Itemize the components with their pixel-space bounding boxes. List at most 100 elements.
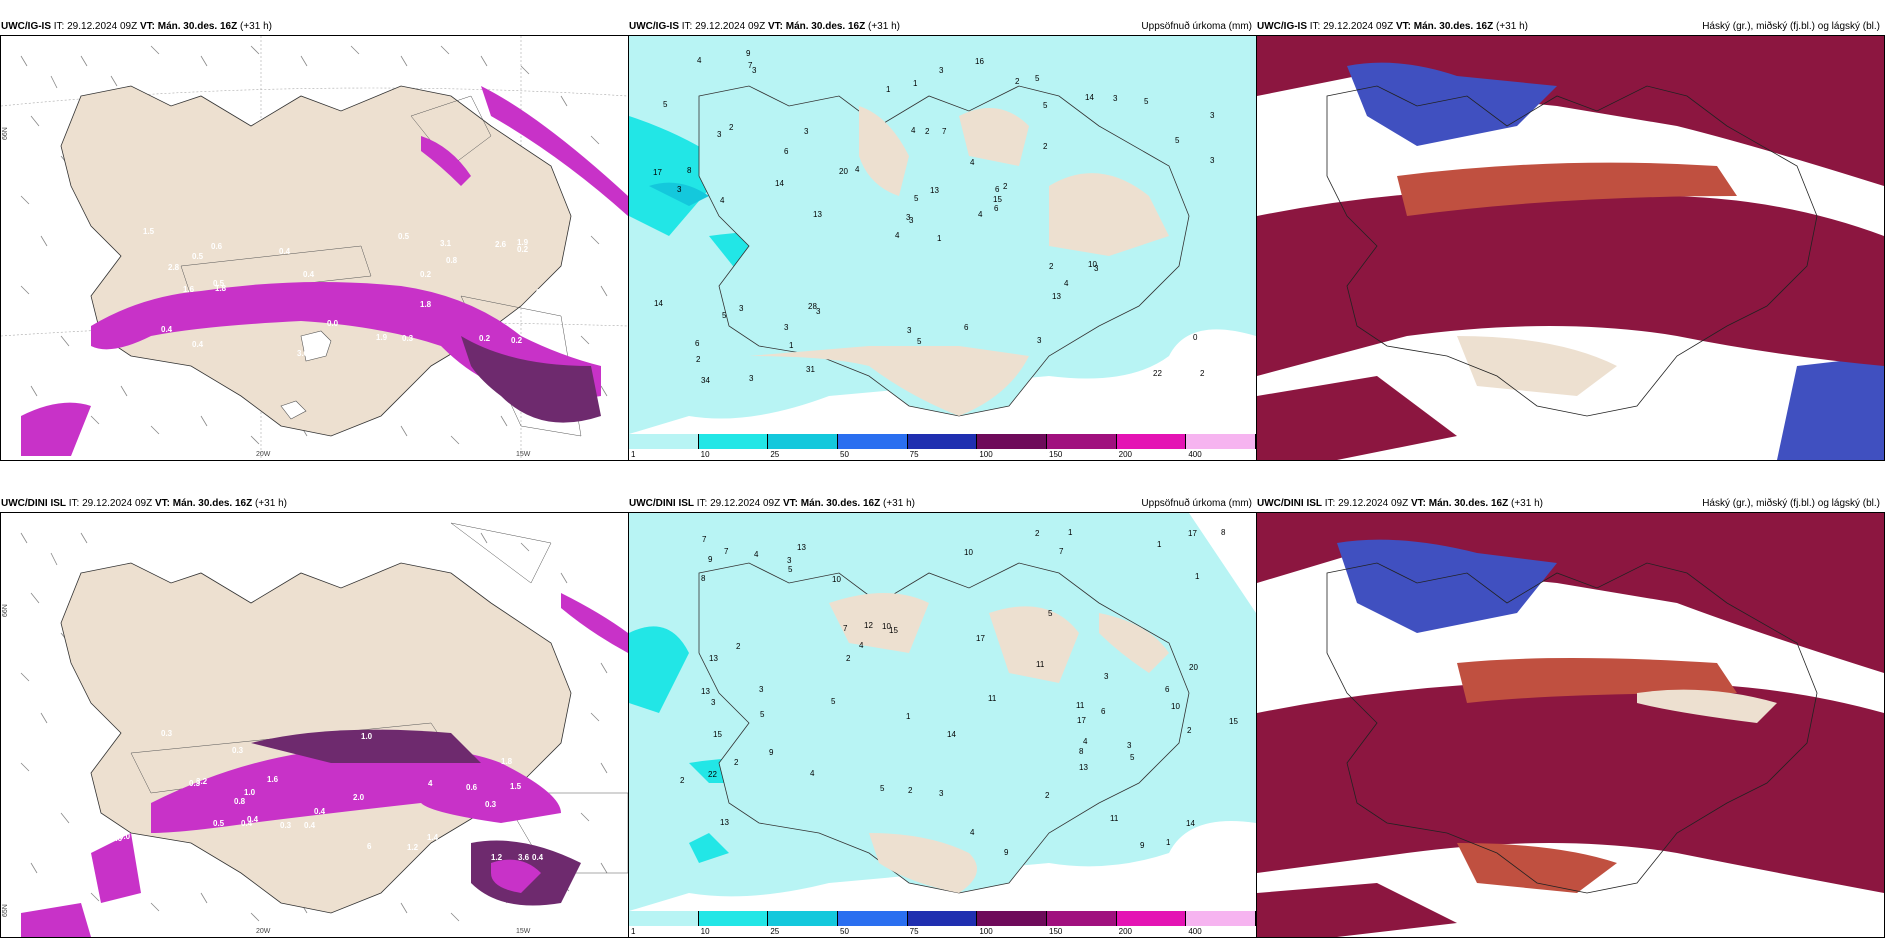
precip-value: 14 <box>1186 819 1195 828</box>
precip-value: 7 <box>748 61 753 70</box>
precip-rate-value: 0.5 <box>192 252 204 261</box>
precip-rate-value: 0.5 <box>62 310 74 319</box>
precip-value: 9 <box>1004 848 1009 857</box>
precip-rate-value: 0.3 <box>189 779 201 788</box>
precip-value: 13 <box>797 543 806 552</box>
precip-value: 14 <box>947 730 956 739</box>
precip-value: 5 <box>917 337 922 346</box>
precip-value: 2 <box>1043 142 1048 151</box>
precip-rate-value: 0.5 <box>398 232 410 241</box>
valid-time: VT: Mán. 30.des. 16Z <box>782 498 881 509</box>
init-time: IT: 29.12.2024 09Z <box>53 21 138 32</box>
precip-value: 6 <box>1165 685 1170 694</box>
precip-value: 7 <box>843 624 848 633</box>
colorbar-tick: 400 <box>1188 927 1202 936</box>
precip-rate-value: 3.6 <box>518 853 530 862</box>
precip-rate-value: 0.4 <box>532 853 544 862</box>
precip-rate-value: 0.2 <box>511 336 523 345</box>
precip-value: 2 <box>1187 726 1192 735</box>
precip-rate-value: 3.2 <box>196 777 208 786</box>
panel-wind-row1: UWC/IG-IS IT: 29.12.2024 09Z VT: Mán. 30… <box>0 21 629 461</box>
precip-value: 8 <box>1221 528 1226 537</box>
panel-header: UWC/IG-IS IT: 29.12.2024 09Z VT: Mán. 30… <box>1 21 628 34</box>
precip-rate-value: 1.6 <box>183 285 195 294</box>
precip-rate-value: 3.0 <box>297 349 309 358</box>
init-time: IT: 29.12.2024 09Z <box>1309 21 1394 32</box>
precip-value: 3 <box>939 789 944 798</box>
precip-value: 3 <box>717 130 722 139</box>
precip-rate-value: 0.2 <box>420 270 432 279</box>
precip-value: 6 <box>1101 707 1106 716</box>
precip-rate-value: 4 <box>428 779 433 788</box>
lon-label-15w: 15W <box>516 451 531 458</box>
colorbar-tick: 100 <box>979 450 993 459</box>
precip-value: 4 <box>978 210 983 219</box>
precip-value: 22 <box>1153 369 1162 378</box>
precip-rate-value: 1.5 <box>510 782 522 791</box>
precip-value: 1 <box>1068 528 1073 537</box>
precip-value: 9 <box>769 748 774 757</box>
precip-rate-value: 0.8 <box>446 256 458 265</box>
panel-header: UWC/DINI ISL IT: 29.12.2024 09Z VT: Mán.… <box>629 498 1256 511</box>
valid-time: VT: Mán. 30.des. 16Z <box>1410 498 1509 509</box>
precip-rate-value: 0.3 <box>161 729 173 738</box>
precip-value: 3 <box>1127 741 1132 750</box>
precip-rate-value: 6.0 <box>119 832 131 841</box>
colorbar-tick: 150 <box>1049 450 1063 459</box>
wind-labels: 0.1 0.5 0.2 2.8 2.6 3.0 1.8 1.8 1.9 1.00.9 0.6 0.8 0… <box>62 227 592 358</box>
precip-value: 3 <box>1210 111 1215 120</box>
panel-header: UWC/IG-IS IT: 29.12.2024 09Z VT: Mán. 30… <box>629 21 1256 34</box>
precip-rate-value: 0.9 <box>566 298 578 307</box>
colorbar-swatch <box>1047 434 1117 449</box>
colorbar-tick: 10 <box>700 450 710 459</box>
precip-rate-value: 0.3 <box>232 746 244 755</box>
valid-time: VT: Mán. 30.des. 16Z <box>767 21 866 32</box>
precip-rate-value: 1.0 <box>361 732 373 741</box>
precip-value: 5 <box>831 697 836 706</box>
lead-time: (+31 h) <box>1511 498 1543 509</box>
precip-rate-value: 0.6 <box>139 840 151 849</box>
precip-value: 4 <box>754 550 759 559</box>
precip-value: 5 <box>722 311 727 320</box>
precip-value: 10 <box>882 622 891 631</box>
precip-rate-value: 2.0 <box>353 793 365 802</box>
lon-label-20w: 20W <box>256 451 271 458</box>
precip-rate-value: 1.0 <box>244 788 256 797</box>
precip-value: 2 <box>680 776 685 785</box>
colorbar-tick: 75 <box>909 450 919 459</box>
precip-value: 17 <box>1077 716 1086 725</box>
precip-value: 22 <box>708 770 717 779</box>
precip-value: 5 <box>1144 97 1149 106</box>
precip-rate-value: 0.5 <box>574 748 586 757</box>
precip-value: 3 <box>939 66 944 75</box>
precip-value: 13 <box>709 654 718 663</box>
precip-value: 15 <box>1229 717 1238 726</box>
precip-value: 28 <box>808 302 817 311</box>
valid-time: VT: Mán. 30.des. 16Z <box>1395 21 1494 32</box>
precip-value: 4 <box>720 196 725 205</box>
precip-rate-value: 0.5 <box>213 819 225 828</box>
precip-value: 4 <box>859 641 864 650</box>
precip-rate-value: 0.6 <box>111 834 123 843</box>
precip-value: 6 <box>695 339 700 348</box>
precip-value: 1 <box>1195 572 1200 581</box>
colorbar: 1 10 25 50 75 100 150 200 400 <box>629 434 1256 460</box>
precip-value: 3 <box>907 326 912 335</box>
precip-value: 5 <box>880 784 885 793</box>
precip-rate-value: 2.8 <box>168 263 180 272</box>
precip-rate-value: 0.9 <box>102 729 114 738</box>
precip-rate-value: 0.3 <box>74 274 86 283</box>
precip-rate-value: 2.6 <box>495 240 507 249</box>
colorbar-swatch <box>907 911 978 926</box>
lead-time: (+31 h) <box>1496 21 1528 32</box>
precip-value: 3 <box>739 304 744 313</box>
precip-value: 4 <box>970 158 975 167</box>
colorbar-tick: 200 <box>1118 927 1133 936</box>
precip-value: 13 <box>930 186 939 195</box>
precip-rate-value: 0.0 <box>327 319 339 328</box>
precip-value: 1 <box>1166 838 1171 847</box>
colorbar-swatch <box>977 911 1047 926</box>
colorbar: 1 10 25 50 75 100 150 200 400 <box>629 911 1256 937</box>
precip-rate-value: 1.2 <box>407 843 419 852</box>
precip-value: 34 <box>701 376 710 385</box>
